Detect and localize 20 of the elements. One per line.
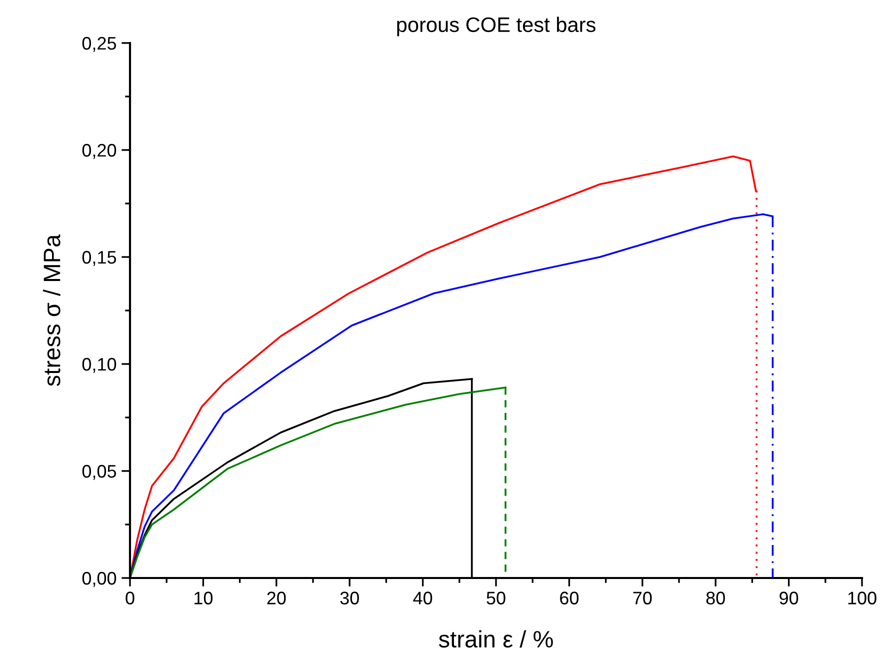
y-tick-label: 0,00 — [82, 572, 116, 587]
x-tick-label: 100 — [848, 592, 876, 604]
y-tick-label: 0,10 — [82, 358, 116, 373]
y-tick-label: 0,20 — [82, 144, 116, 159]
x-tick-label: 90 — [780, 592, 798, 604]
x-tick-label: 20 — [267, 592, 286, 604]
y-tick-label: 0,05 — [82, 464, 116, 480]
chart-title: porous COE test bars — [397, 16, 596, 36]
x-tick-label: 50 — [486, 592, 506, 604]
x-tick-label: 0 — [126, 592, 134, 604]
x-axis-title: strain ε / % — [438, 630, 553, 648]
y-axis-title: stress σ / MPa — [42, 234, 60, 386]
x-tick-label: 40 — [413, 592, 432, 604]
x-tick-label: 10 — [194, 592, 213, 604]
y-tick-label: 0,15 — [82, 250, 116, 266]
x-tick-label: 80 — [706, 592, 725, 604]
y-tick-label: 0,25 — [82, 36, 116, 52]
x-tick-label: 30 — [340, 592, 359, 604]
x-tick-label: 60 — [560, 592, 579, 604]
x-tick-label: 70 — [633, 592, 652, 604]
